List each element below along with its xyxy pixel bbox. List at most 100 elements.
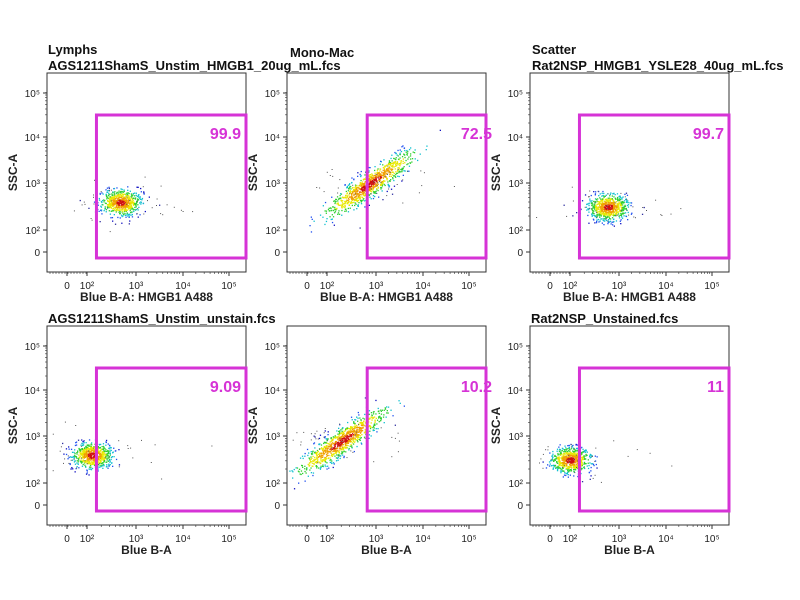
event-dot [552,453,554,455]
event-dot [369,186,371,188]
event-dot [319,455,321,458]
event-dot [118,211,120,213]
event-dot [575,460,577,462]
event-dot [325,461,327,463]
event-dot [613,221,615,223]
event-dot [356,439,358,442]
event-dot [384,407,386,409]
event-dot [398,164,400,166]
event-dot [556,458,558,460]
event-dot [131,211,133,213]
gate-rectangle[interactable] [365,366,488,513]
event-dot [357,172,359,174]
event-dot [143,193,145,195]
event-dot [566,467,568,469]
event-dot [363,200,366,202]
event-dot [324,430,326,432]
event-dot [360,170,362,173]
event-dot [137,199,139,201]
event-dot [370,435,372,437]
event-dot [601,210,603,212]
event-dot [377,186,379,188]
event-dot [613,207,615,209]
event-dot [134,195,136,197]
event-dot [337,192,339,194]
event-dot [140,191,142,193]
gate-rectangle[interactable] [577,113,731,260]
event-dot [109,460,111,462]
event-dot [321,449,324,451]
event-dot [302,472,304,475]
event-dot [554,455,557,457]
event-dot [81,439,83,441]
event-dot [376,176,378,178]
event-dot [363,187,366,190]
event-dot [346,442,348,444]
event-dot [102,443,105,445]
event-dot [391,165,393,167]
event-dot [75,444,78,446]
event-dot [377,173,379,175]
event-dot [368,177,371,179]
y-tick-label: 10⁴ [265,133,280,144]
event-dot [589,190,591,192]
event-dot [322,459,324,461]
event-dot [408,170,410,172]
event-dot [363,432,366,434]
event-dot [113,194,115,196]
event-dot [598,208,600,210]
event-dot [561,468,563,471]
event-dot [605,210,607,213]
event-dot [391,193,394,195]
event-dot [89,456,92,458]
event-dot [103,199,105,201]
event-dot [375,185,377,187]
event-dot [81,456,83,459]
event-dot [572,215,574,217]
event-dot [581,446,583,449]
event-dot [316,454,318,456]
event-dot [617,211,620,213]
event-dot [75,457,78,459]
event-dot [100,209,102,211]
event-dot [559,468,562,470]
event-dot [122,191,124,193]
event-dot [105,211,107,213]
gate-rectangle[interactable] [94,366,248,513]
event-dot [545,467,548,469]
event-dot [319,443,321,445]
event-dot [90,455,92,457]
gate-rectangle[interactable] [365,113,488,260]
event-dot [346,432,348,434]
event-dot [69,456,72,458]
event-dot [69,463,71,466]
event-dot [616,193,619,195]
event-dot [82,460,84,462]
event-dot [316,457,318,459]
event-dot [353,441,355,443]
event-dot [98,210,100,212]
event-dot [91,219,93,221]
event-dot [573,469,575,471]
event-dot [83,462,86,464]
gate-rectangle[interactable] [94,113,248,260]
event-dot [561,453,563,455]
event-dot [584,458,586,460]
event-dot [304,468,306,470]
event-dot [381,409,384,411]
event-dot [623,207,625,209]
event-dot [397,451,399,453]
event-dot [310,433,312,435]
event-dot [453,186,455,187]
event-dot [364,437,366,439]
event-dot [326,171,328,173]
event-dot [576,461,578,463]
event-dot [112,199,115,201]
event-dot [569,452,571,454]
event-dot [563,457,565,459]
event-dot [301,465,303,467]
event-dot [342,448,344,450]
event-dot [334,202,336,205]
event-dot [112,203,114,205]
event-dot [109,461,111,463]
